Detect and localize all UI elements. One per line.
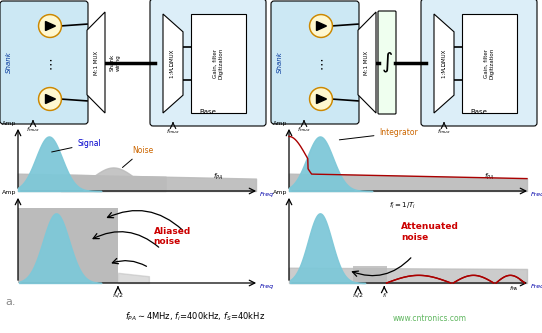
Bar <box>353 266 386 283</box>
Text: Noise: Noise <box>122 146 153 167</box>
FancyBboxPatch shape <box>421 0 537 126</box>
Circle shape <box>311 89 331 109</box>
Text: $\int$: $\int$ <box>381 51 393 75</box>
Circle shape <box>309 88 332 111</box>
Text: Freq: Freq <box>260 284 274 289</box>
Text: $f_{mux}$: $f_{mux}$ <box>297 125 311 134</box>
Text: ⋯: ⋯ <box>43 56 56 69</box>
Text: a.: a. <box>5 297 16 307</box>
Text: $f_{mux}$: $f_{mux}$ <box>26 125 40 134</box>
Text: Base: Base <box>470 109 487 115</box>
Text: 1:M DMUX: 1:M DMUX <box>442 49 447 78</box>
Polygon shape <box>434 14 454 113</box>
Circle shape <box>309 15 332 38</box>
Text: Freq: Freq <box>260 192 274 197</box>
Polygon shape <box>46 95 55 104</box>
Circle shape <box>311 16 331 36</box>
Text: $f_i$: $f_i$ <box>382 291 387 300</box>
Text: Aliased
noise: Aliased noise <box>154 226 191 246</box>
FancyBboxPatch shape <box>378 11 396 114</box>
Polygon shape <box>46 22 55 31</box>
Circle shape <box>38 88 61 111</box>
Polygon shape <box>163 14 183 113</box>
Text: M:1 MUX: M:1 MUX <box>94 50 99 75</box>
Text: Shank
wiring: Shank wiring <box>109 54 120 71</box>
Polygon shape <box>317 95 326 104</box>
Polygon shape <box>358 12 376 113</box>
Text: Amp: Amp <box>2 121 16 126</box>
Text: $f_{mux}$: $f_{mux}$ <box>437 127 451 136</box>
Text: Amp: Amp <box>2 190 16 195</box>
Text: ⋯: ⋯ <box>314 56 327 69</box>
Text: Base: Base <box>199 109 216 115</box>
Text: Freq: Freq <box>531 284 542 289</box>
Text: ⋯: ⋯ <box>169 59 177 68</box>
FancyBboxPatch shape <box>0 1 88 124</box>
Circle shape <box>38 15 61 38</box>
Text: $f_i=1/T_i$: $f_i=1/T_i$ <box>389 201 416 211</box>
Text: M:1 MUX: M:1 MUX <box>365 50 370 75</box>
FancyBboxPatch shape <box>150 0 266 126</box>
Polygon shape <box>87 12 105 113</box>
Polygon shape <box>317 22 326 31</box>
Text: Gain, filter
Digitization: Gain, filter Digitization <box>484 48 495 79</box>
Text: Shank: Shank <box>6 52 12 73</box>
Text: Freq: Freq <box>531 192 542 197</box>
Text: $f_{PA}\sim$4MHz, $f_i$=400kHz, $f_S$=40kHz: $f_{PA}\sim$4MHz, $f_i$=400kHz, $f_S$=40… <box>125 310 265 323</box>
FancyBboxPatch shape <box>271 1 359 124</box>
Text: $f_{PA}$: $f_{PA}$ <box>213 172 224 182</box>
Text: 1:M DMUX: 1:M DMUX <box>171 49 176 78</box>
Bar <box>462 14 517 113</box>
Text: www.cntronics.com: www.cntronics.com <box>393 314 467 323</box>
Text: $f_{mux}$: $f_{mux}$ <box>166 127 180 136</box>
Text: $f_s/2$: $f_s/2$ <box>112 291 124 300</box>
Bar <box>191 14 246 113</box>
Text: $f_{PA}$: $f_{PA}$ <box>509 284 519 293</box>
Text: Shank: Shank <box>277 52 283 73</box>
Text: Gain, filter
Digitization: Gain, filter Digitization <box>213 48 224 79</box>
Text: Amp: Amp <box>273 190 287 195</box>
Text: Signal: Signal <box>51 139 101 152</box>
Text: $f_{PA}$: $f_{PA}$ <box>484 172 495 182</box>
Circle shape <box>40 16 60 36</box>
Text: Attenuated
noise: Attenuated noise <box>401 222 459 242</box>
Text: $f_s/2$: $f_s/2$ <box>352 291 364 300</box>
Text: Integrator: Integrator <box>339 128 418 140</box>
Bar <box>18 208 118 283</box>
Text: Amp: Amp <box>273 121 287 126</box>
Text: ⋯: ⋯ <box>440 59 448 68</box>
Circle shape <box>40 89 60 109</box>
